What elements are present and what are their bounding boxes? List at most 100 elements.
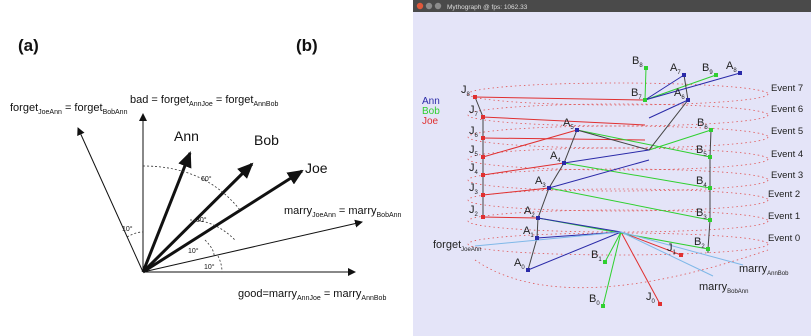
ann-node [536,216,540,220]
angle-arc-10-low [217,255,223,273]
bob-edge [648,129,712,151]
legend-bob: Bob [422,106,440,117]
bob-edge [604,231,622,263]
close-button[interactable] [416,2,424,10]
joe-node-label: J7 [469,104,479,118]
joe-node-label: J0 [646,291,656,305]
relation-ray [474,231,622,247]
bob-node-label: B7 [631,87,642,101]
ann-node [575,128,579,132]
event-ellipse [467,82,769,106]
joe-edge [482,216,539,219]
bob-node-label: B3 [696,207,707,221]
event-label-3: Event 3 [771,170,803,181]
angle-label-10-top: 10° [122,225,133,233]
ann-edge [563,149,650,164]
joe-label: Joe [305,160,328,176]
bob-edge [563,162,711,189]
angle-label-10-mid: 10° [188,247,199,255]
angle-label-60: 60° [201,175,212,183]
joe-edge [482,129,578,158]
joe-node [481,155,485,159]
angle-label-30: 30° [196,216,207,224]
joe-node [481,193,485,197]
bob-node-label: B2 [694,236,705,250]
bad-axis-label: bad = forgetAnnJoe = forgetAnnBob [130,94,278,108]
minimize-button[interactable] [425,2,433,10]
marry-axis-label: marryJoeAnn = marryBobAnn [284,205,402,219]
ann-node-label: A5 [563,117,574,131]
bob-node-label: B4 [696,175,707,189]
ann-node [526,268,530,272]
joe-edge [620,231,682,256]
joe-node-label: J1 [667,242,677,256]
relation-ray [620,231,714,277]
vector-diagram: (a) (b) Ann Bob Joe 10° 60° 30° 10° 10° … [10,36,402,302]
bob-node [709,128,713,132]
window-titlebar [413,0,811,12]
ann-edge [644,72,741,101]
maximize-button[interactable] [434,2,442,10]
event-ellipse [467,103,769,127]
node-labels: J0 J1 J2 J3 J4 J5 J6 J7 J8 A0 A1 A2 A3 A4 A5 A6 A7 A8 B0 B1… [461,55,737,307]
ann-node [562,161,566,165]
ann-node [547,186,551,190]
bob-node [706,247,710,251]
angle-label-10-low: 10° [204,263,215,271]
event-label-5: Event 5 [771,126,803,137]
ann-node [738,71,742,75]
event-ellipse [467,147,769,171]
ann-node-label: A2 [524,205,535,219]
window-title: Mythograph @ fps: 1062.33 [447,4,528,11]
bob-node [714,73,718,77]
ann-edge [527,231,622,271]
ann-label: Ann [174,128,199,144]
bob-edge [644,74,717,101]
bob-edge [644,67,647,101]
ann-node-label: A7 [670,62,681,76]
joe-node-label: J8 [461,84,471,98]
forget-axis-label: forgetJoeAnn = forgetBobAnn [10,102,128,116]
ann-node-label: A3 [535,175,546,189]
angle-arc-60 [142,165,241,211]
joe-vector [142,169,304,274]
event-ellipse [467,188,769,212]
ann-node [682,73,686,77]
legend-ann: Ann [422,96,440,107]
event-ellipse [467,125,769,149]
ann-vector [141,151,192,273]
ann-node-label: A1 [523,225,534,239]
event-label-1: Event 1 [768,211,800,222]
event-ellipse [474,249,769,289]
ann-edge [537,217,622,233]
angle-arc-30 [189,219,236,241]
angle-arc-10-top [126,231,144,238]
bob-node [708,218,712,222]
ann-edge [548,159,650,189]
bob-node [643,98,647,102]
joe-node [658,302,662,306]
event-label-2: Event 2 [768,189,800,200]
bob-node-label: B8 [632,55,643,69]
ann-node-label: A8 [726,60,737,74]
bob-edge [576,129,711,158]
ann-node-label: A4 [550,150,561,164]
marry-axis [142,219,363,273]
window-background [413,0,811,336]
ann-edge [644,74,685,101]
mythograph-window: Mythograph @ fps: 1062.33 Ann Bob Joe Ev… [413,0,811,336]
panel-a-tag: (a) [18,36,39,55]
legend-joe: Joe [422,116,439,127]
graph-scene [467,66,769,308]
bob-label: Bob [254,132,279,148]
joe-node-label: J3 [469,182,479,196]
joe-node-label: J4 [469,162,479,176]
joe-node [481,173,485,177]
ann-edge [648,99,689,119]
bob-node [603,260,607,264]
event-ellipse [467,168,769,192]
bob-node [644,66,648,70]
ann-node-label: A0 [514,257,525,271]
angle-arc-10-mid [204,239,215,258]
event-label-7: Event 7 [771,83,803,94]
